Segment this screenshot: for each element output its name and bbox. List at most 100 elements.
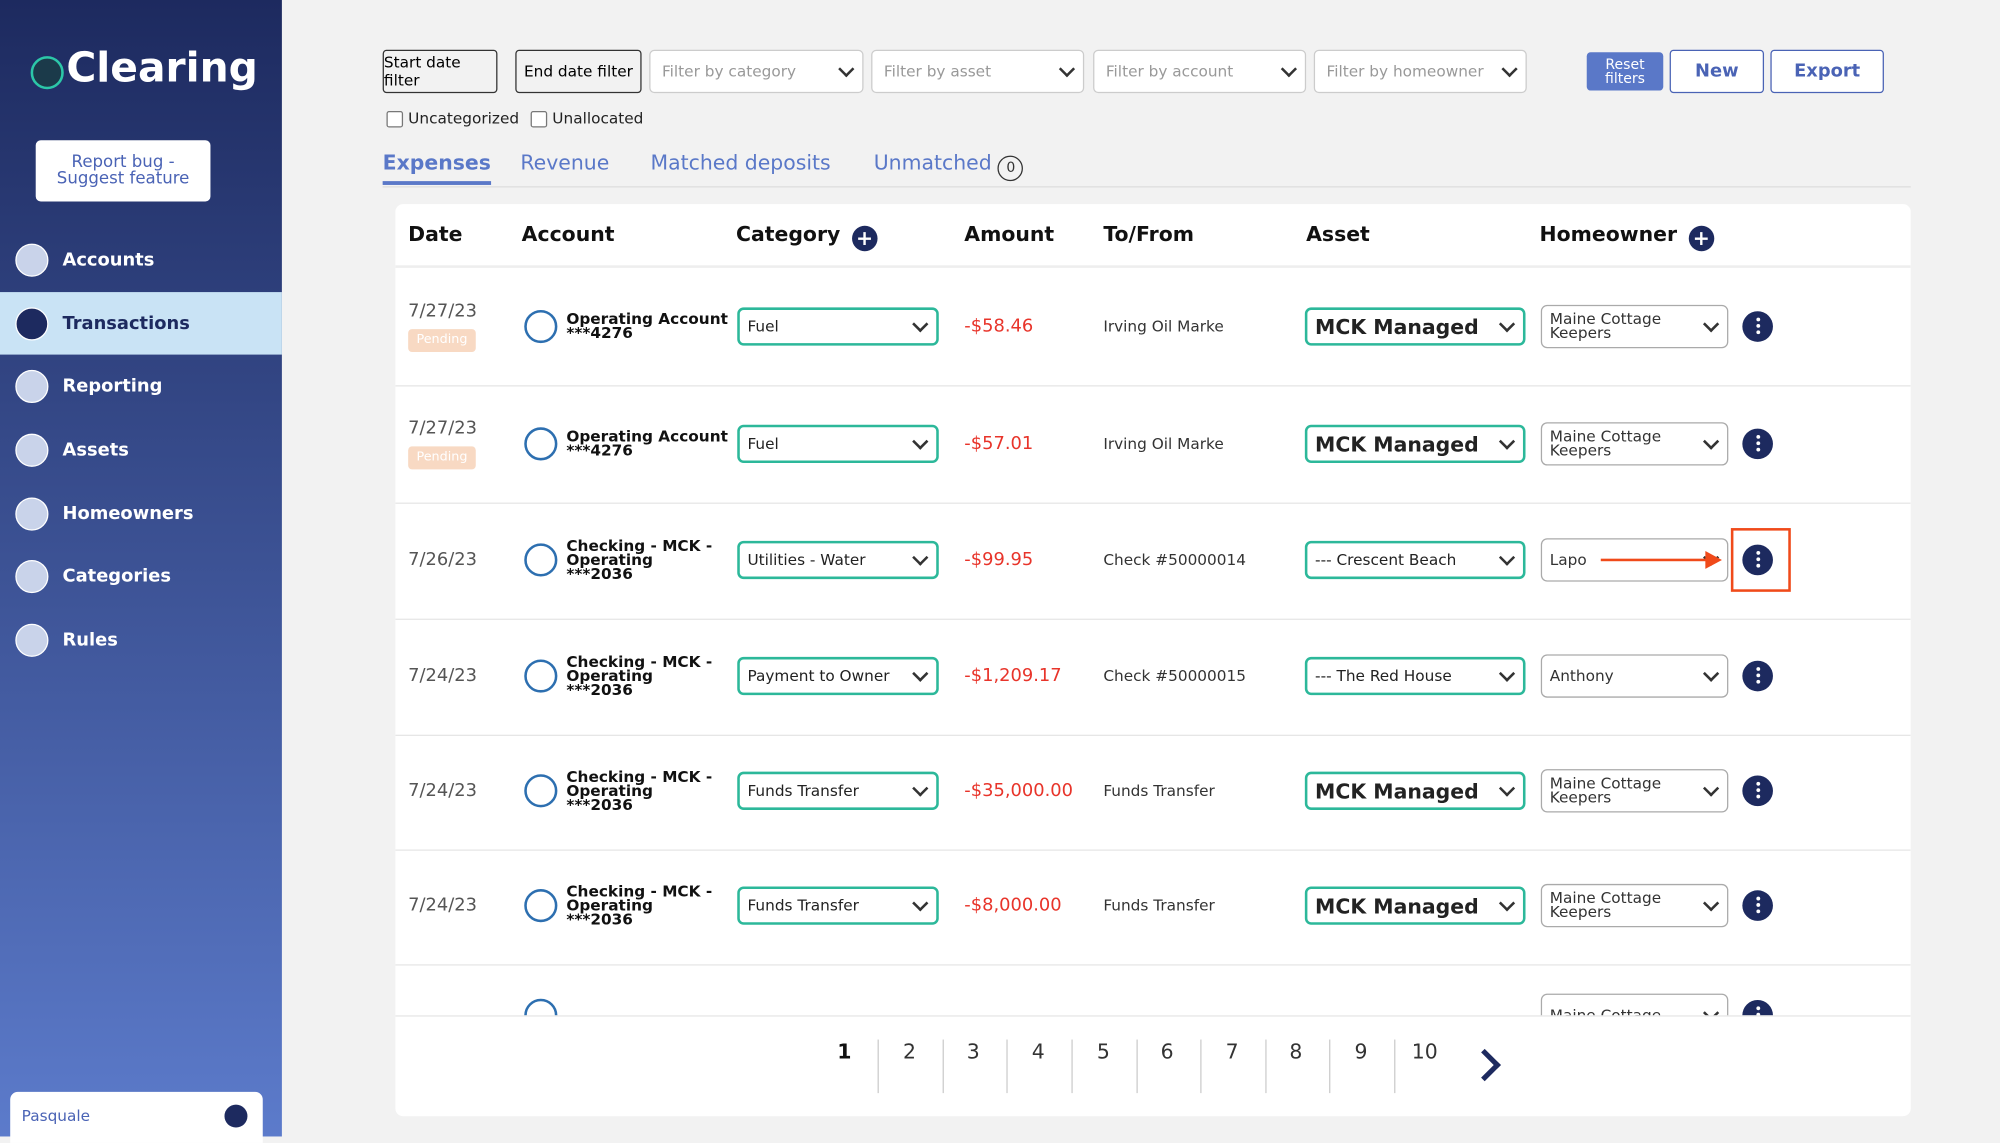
homeowner-select[interactable]: Maine Cottage Keepers <box>1540 883 1729 928</box>
highlight-box <box>1730 528 1791 592</box>
chevron <box>1702 895 1720 912</box>
account-name: Operating Account ***4276 <box>566 309 728 340</box>
row-menu[interactable] <box>1742 311 1773 342</box>
chevron <box>1498 316 1516 333</box>
account-line: ***4276 <box>566 441 633 460</box>
account-line: Operating Account <box>566 309 728 328</box>
row-menu[interactable] <box>1742 775 1773 807</box>
asset-select[interactable]: MCK Managed <box>1304 424 1526 464</box>
add-button[interactable]: + <box>851 225 878 252</box>
add-button[interactable]: + <box>1688 225 1715 252</box>
category-value: Funds Transfer <box>747 896 859 915</box>
homeowner-select[interactable]: Anthony <box>1540 654 1729 698</box>
checkbox-row[interactable]: Unallocated <box>530 110 643 128</box>
reset-button[interactable]: Reset filters <box>1586 52 1664 91</box>
filter-select[interactable]: Filter by homeowner <box>1313 49 1527 94</box>
date: 7/27/23 <box>408 301 478 322</box>
row-divider <box>395 734 1911 736</box>
asset-select[interactable]: MCK Managed <box>1304 307 1526 346</box>
page-number[interactable]: 4 <box>1031 1039 1045 1064</box>
page-number[interactable]: 10 <box>1411 1039 1438 1064</box>
asset-select[interactable]: MCK Managed <box>1304 886 1526 925</box>
row-menu[interactable] <box>1742 660 1773 692</box>
category-select[interactable]: Payment to Owner <box>737 656 939 696</box>
account-icon <box>524 543 558 577</box>
page-number[interactable]: 1 <box>837 1039 852 1064</box>
nav-item[interactable]: Categories <box>0 545 282 608</box>
chevron <box>1702 316 1720 333</box>
nav-item[interactable]: Reporting <box>0 355 282 418</box>
category-select[interactable]: Funds Transfer <box>737 771 939 810</box>
chevron <box>912 665 929 682</box>
account-line: Checking - MCK - <box>566 882 713 900</box>
tab[interactable]: Expenses <box>382 151 491 185</box>
action-button[interactable]: New <box>1669 49 1765 94</box>
filter-placeholder: Filter by account <box>1105 62 1234 81</box>
filter-select[interactable]: Filter by asset <box>871 49 1085 94</box>
filter-select[interactable]: Filter by category <box>649 49 864 94</box>
category-select[interactable]: Utilities - Water <box>737 540 939 580</box>
action-button[interactable]: Export <box>1770 49 1884 94</box>
page-number[interactable]: 7 <box>1225 1039 1239 1064</box>
header-label: To/From <box>1103 221 1194 247</box>
asset-select[interactable]: MCK Managed <box>1304 771 1526 810</box>
nav-label: Rules <box>62 629 118 650</box>
checkbox[interactable] <box>386 110 404 127</box>
checkbox-row[interactable]: Uncategorized <box>386 110 519 128</box>
asset-select[interactable]: --- The Red House <box>1304 656 1526 696</box>
tab-divider <box>382 186 1911 188</box>
date: 7/24/23 <box>408 780 478 802</box>
homeowner-select[interactable]: Maine Cottage Keepers <box>1540 304 1729 349</box>
nav-icon <box>15 369 49 403</box>
page-number[interactable]: 5 <box>1096 1039 1110 1064</box>
tab-label: Matched deposits <box>650 150 831 175</box>
date: 7/26/23 <box>408 549 478 571</box>
row-divider <box>395 618 1911 620</box>
nav-label: Categories <box>62 565 172 587</box>
row-divider <box>395 849 1911 851</box>
asset-select[interactable]: --- Crescent Beach <box>1304 540 1526 580</box>
date-filter[interactable]: Start date filter <box>382 49 498 94</box>
page-number[interactable]: 3 <box>966 1039 980 1064</box>
report-button[interactable]: Report bug - Suggest feature <box>35 140 211 202</box>
asset-value: --- The Red House <box>1315 667 1452 685</box>
checkbox[interactable] <box>530 110 548 127</box>
row-divider <box>395 964 1911 966</box>
page-number[interactable]: 2 <box>902 1039 916 1064</box>
user-panel[interactable]: Pasquale <box>10 1091 263 1143</box>
tab[interactable]: Unmatched 0 <box>874 151 1024 182</box>
homeowner-select[interactable]: Maine Cottage Keepers <box>1540 422 1729 466</box>
column-header: Category + <box>736 222 878 252</box>
page-separator <box>1136 1039 1138 1094</box>
page-number[interactable]: 6 <box>1160 1039 1174 1064</box>
page-number[interactable]: 8 <box>1289 1039 1303 1064</box>
page-separator <box>1006 1039 1008 1094</box>
homeowner-select[interactable]: Maine Cottage Keepers <box>1540 769 1729 813</box>
tab[interactable]: Matched deposits <box>651 151 831 175</box>
asset-value: MCK Managed <box>1315 314 1479 339</box>
row-menu[interactable] <box>1742 890 1773 921</box>
amount: -$1,209.17 <box>964 665 1062 687</box>
nav-item[interactable]: Transactions <box>0 292 282 355</box>
date-filter[interactable]: End date filter <box>515 49 642 94</box>
page-number[interactable]: 9 <box>1354 1039 1368 1064</box>
settings-icon[interactable] <box>224 1104 248 1128</box>
amount: -$99.95 <box>964 549 1034 571</box>
category-select[interactable]: Fuel <box>737 424 939 464</box>
tab[interactable]: Revenue <box>520 151 609 175</box>
date: 7/24/23 <box>408 895 478 916</box>
user-name: Pasquale <box>21 1107 91 1125</box>
account-line: Checking - MCK - <box>566 652 713 671</box>
nav-item[interactable]: Homeowners <box>0 482 282 545</box>
row-menu[interactable] <box>1742 544 1773 576</box>
filter-select[interactable]: Filter by account <box>1093 49 1307 94</box>
asset-value: MCK Managed <box>1315 431 1479 456</box>
nav-item[interactable]: Accounts <box>0 228 282 291</box>
nav-item[interactable]: Assets <box>0 418 282 480</box>
category-select[interactable]: Fuel <box>737 307 939 346</box>
row-menu[interactable] <box>1742 428 1773 460</box>
page-separator <box>1200 1039 1202 1094</box>
row-divider <box>395 385 1911 387</box>
category-select[interactable]: Funds Transfer <box>737 886 939 925</box>
nav-item[interactable]: Rules <box>0 608 282 670</box>
